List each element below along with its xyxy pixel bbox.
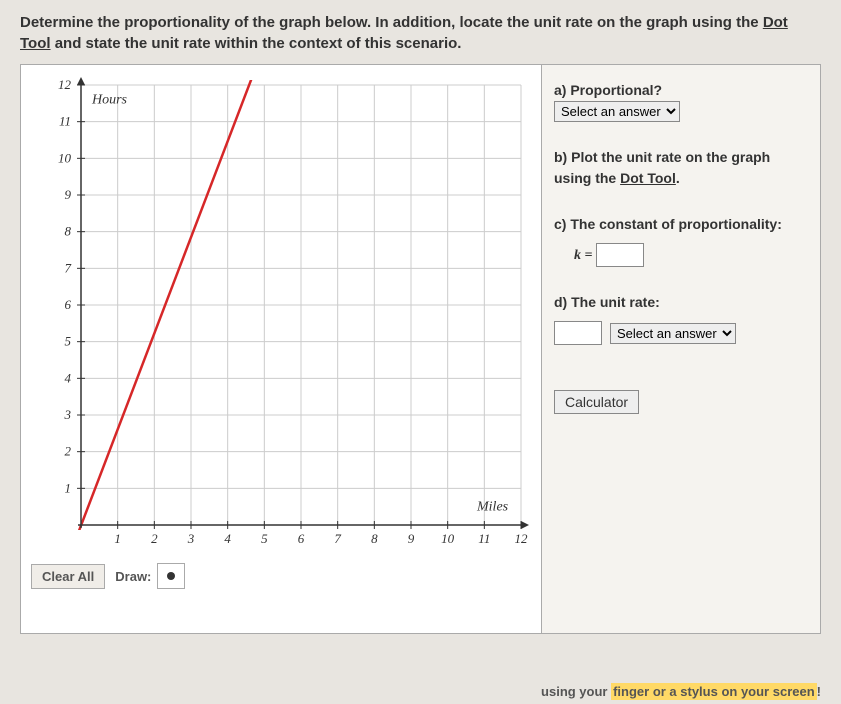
proportionality-chart[interactable]: 123456789101112123456789101112HoursMiles bbox=[31, 75, 531, 555]
draw-label: Draw: bbox=[115, 569, 151, 584]
svg-text:9: 9 bbox=[408, 531, 415, 546]
svg-text:8: 8 bbox=[65, 224, 72, 239]
svg-text:10: 10 bbox=[58, 150, 72, 165]
svg-text:12: 12 bbox=[58, 77, 72, 92]
svg-text:11: 11 bbox=[59, 114, 71, 129]
svg-text:2: 2 bbox=[65, 444, 72, 459]
svg-text:4: 4 bbox=[224, 531, 231, 546]
svg-text:11: 11 bbox=[478, 531, 490, 546]
svg-text:1: 1 bbox=[114, 531, 121, 546]
svg-text:7: 7 bbox=[334, 531, 341, 546]
instruction-part1: Determine the proportionality of the gra… bbox=[20, 14, 763, 31]
svg-text:5: 5 bbox=[65, 334, 72, 349]
instruction-part2: and state the unit rate within the conte… bbox=[51, 35, 462, 52]
dot-icon bbox=[167, 572, 175, 580]
svg-text:Hours: Hours bbox=[91, 92, 128, 107]
unit-rate-select[interactable]: Select an answer bbox=[610, 323, 736, 344]
question-b-post: . bbox=[676, 170, 680, 186]
k-value-input[interactable] bbox=[596, 243, 644, 267]
proportional-select[interactable]: Select an answer bbox=[554, 101, 680, 122]
svg-text:1: 1 bbox=[65, 480, 72, 495]
svg-text:7: 7 bbox=[65, 260, 72, 275]
question-a: a) Proportional? Select an answer bbox=[554, 80, 808, 122]
svg-text:9: 9 bbox=[65, 187, 72, 202]
k-equals-label: k = bbox=[574, 245, 592, 266]
draw-dot-button[interactable] bbox=[157, 563, 185, 589]
svg-text:Miles: Miles bbox=[476, 499, 509, 514]
question-c: c) The constant of proportionality: k = bbox=[554, 214, 808, 267]
unit-rate-input[interactable] bbox=[554, 321, 602, 345]
svg-text:6: 6 bbox=[298, 531, 305, 546]
instruction-text: Determine the proportionality of the gra… bbox=[20, 12, 821, 54]
footer-hint: using your finger or a stylus on your sc… bbox=[541, 684, 821, 699]
svg-text:2: 2 bbox=[151, 531, 158, 546]
question-c-label: c) The constant of proportionality: bbox=[554, 214, 808, 235]
svg-text:8: 8 bbox=[371, 531, 378, 546]
question-d-label: d) The unit rate: bbox=[554, 292, 808, 313]
calculator-button[interactable]: Calculator bbox=[554, 390, 639, 414]
page-root: Determine the proportionality of the gra… bbox=[0, 0, 841, 704]
chart-panel: 123456789101112123456789101112HoursMiles… bbox=[21, 65, 541, 633]
svg-text:5: 5 bbox=[261, 531, 268, 546]
svg-text:12: 12 bbox=[515, 531, 529, 546]
question-b: b) Plot the unit rate on the graph using… bbox=[554, 147, 808, 189]
svg-text:3: 3 bbox=[64, 407, 72, 422]
svg-text:10: 10 bbox=[441, 531, 455, 546]
question-panel: a) Proportional? Select an answer b) Plo… bbox=[541, 65, 820, 633]
svg-text:3: 3 bbox=[187, 531, 195, 546]
question-d: d) The unit rate: Select an answer bbox=[554, 292, 808, 345]
question-b-tool: Dot Tool bbox=[620, 170, 676, 186]
content-area: 123456789101112123456789101112HoursMiles… bbox=[20, 64, 821, 634]
clear-all-button[interactable]: Clear All bbox=[31, 564, 105, 589]
svg-text:6: 6 bbox=[65, 297, 72, 312]
svg-text:4: 4 bbox=[65, 370, 72, 385]
question-a-label: a) Proportional? bbox=[554, 80, 808, 101]
chart-toolbar: Clear All Draw: bbox=[31, 563, 531, 589]
